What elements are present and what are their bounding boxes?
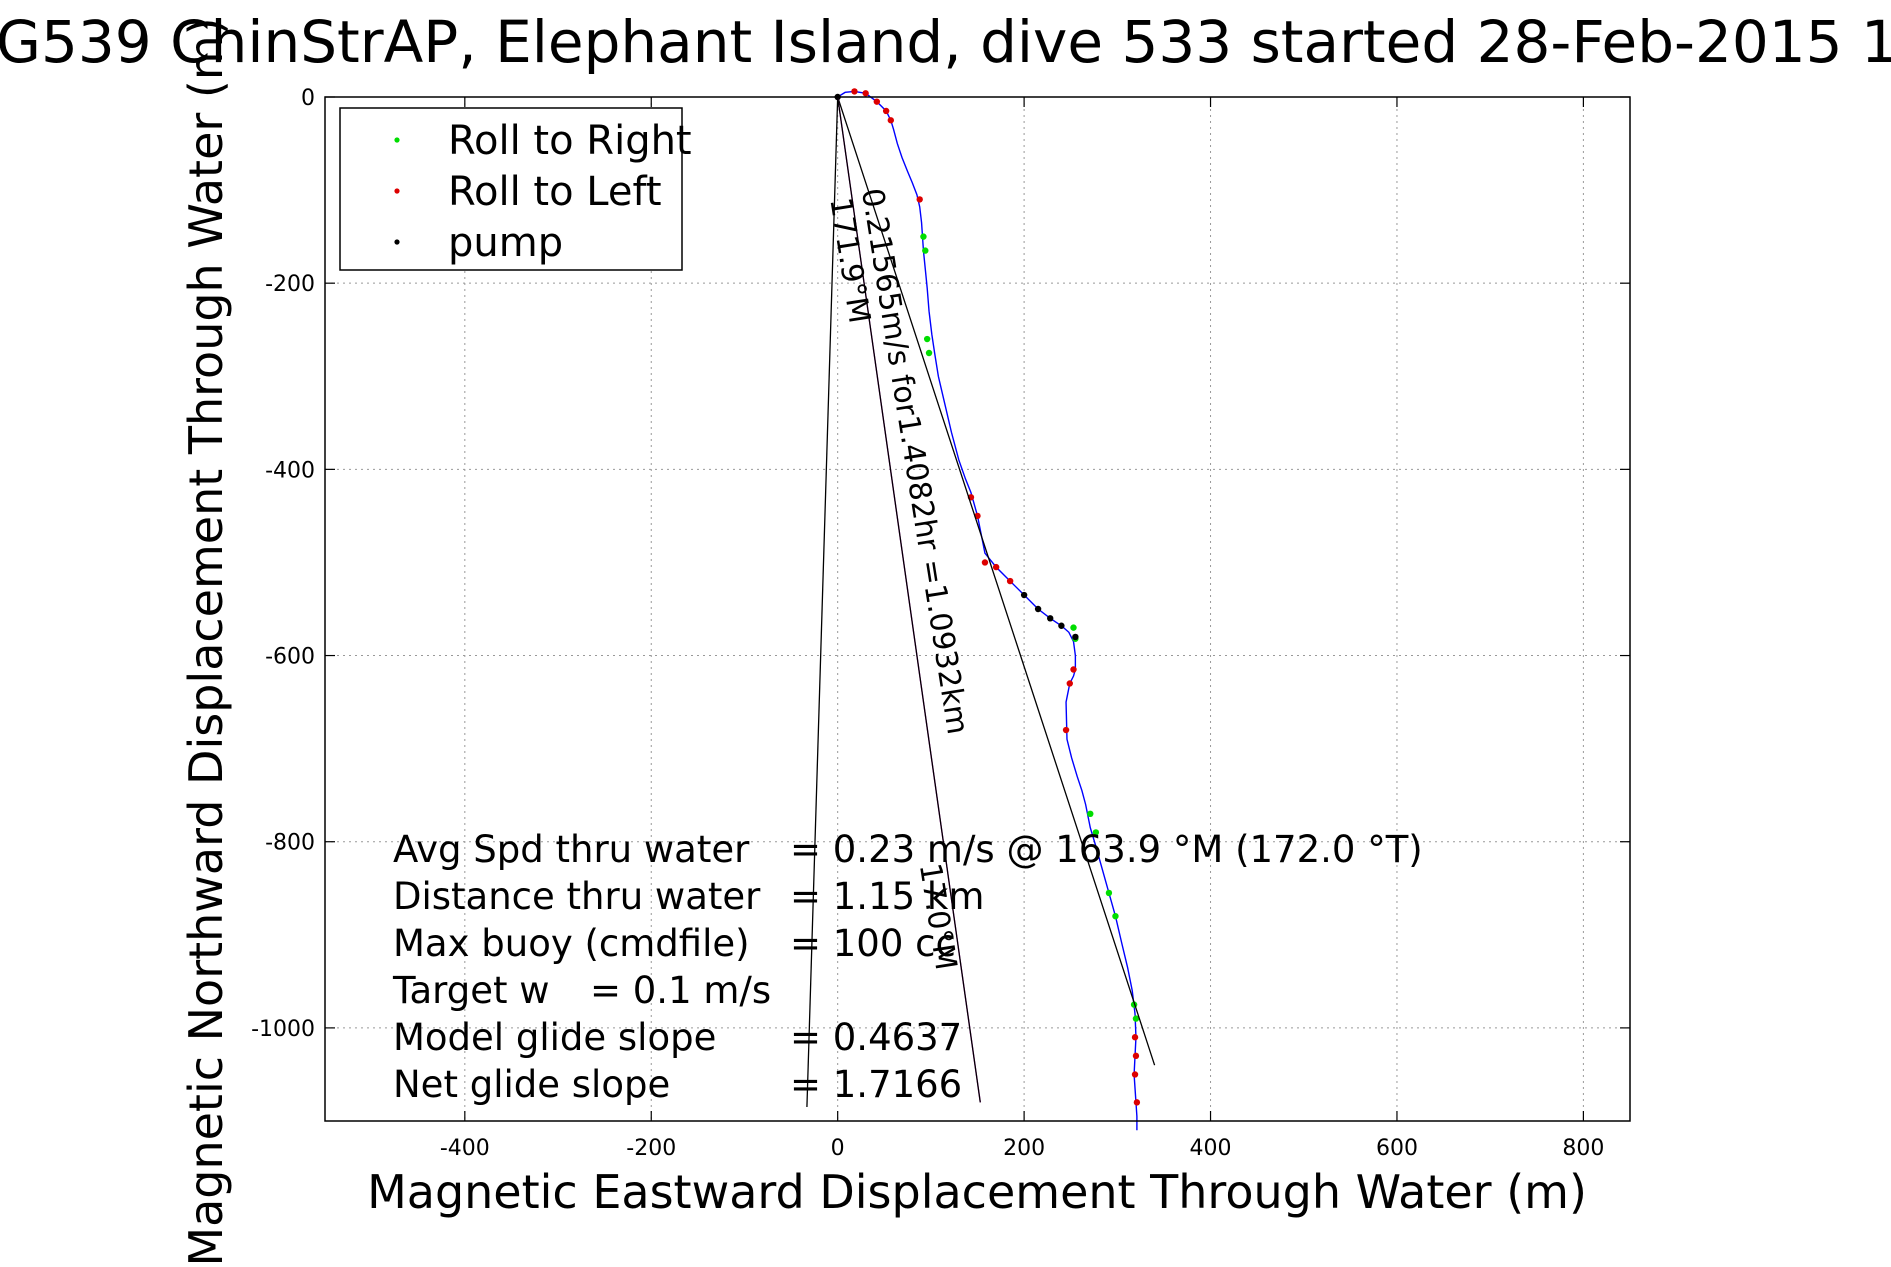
legend-marker <box>394 137 400 143</box>
plot-frame <box>324 96 1631 1122</box>
axes: -400 -200 0 200 400 600 800 0 -200 -400 -600 -800 -1… <box>251 86 1630 1161</box>
roll-to-right-point <box>925 349 933 357</box>
legend-label: pump <box>448 220 563 266</box>
y-tick-label: -600 <box>265 645 315 670</box>
x-axis-label: Magnetic Eastward Displacement Through W… <box>367 1165 1587 1219</box>
roll-to-left-point <box>916 196 923 203</box>
roll-to-left-point <box>1006 577 1014 585</box>
y-tick-label: -400 <box>265 458 315 483</box>
roll-to-right-point <box>923 335 931 343</box>
glider-track-line <box>837 90 1138 1131</box>
roll-to-left-point <box>851 88 858 95</box>
x-tick-label: 0 <box>831 1136 845 1161</box>
roll-to-right-point <box>1112 913 1119 920</box>
reference-line <box>837 96 1156 1066</box>
y-tick-label: -200 <box>265 272 315 297</box>
stats-block: Avg Spd thru water = 0.23 m/s @ 163.9 °M … <box>392 828 1423 1106</box>
pump-point <box>1058 622 1065 629</box>
stats-label: Avg Spd thru water <box>393 828 750 871</box>
stats-value: = 0.23 m/s @ 163.9 °M (172.0 °T) <box>790 828 1423 871</box>
pump-point <box>1034 605 1042 613</box>
roll-to-right-point <box>1105 889 1113 897</box>
stats-label: Max buoy (cmdfile) <box>393 922 750 965</box>
roll-to-right-point <box>1070 624 1077 631</box>
legend-label: Roll to Right <box>448 118 692 164</box>
roll-to-left-point <box>862 90 869 97</box>
roll-to-right-point <box>1092 829 1100 836</box>
plot-series <box>806 88 1156 1131</box>
roll-to-left-point <box>1131 1034 1139 1041</box>
pump-point <box>1072 633 1079 641</box>
roll-to-left-point <box>1062 726 1070 734</box>
legend-marker <box>394 188 400 194</box>
legend: Roll to Right Roll to Left pump <box>339 107 692 271</box>
roll-to-left-point <box>1131 1071 1139 1078</box>
roll-to-right-point <box>1132 1015 1140 1022</box>
x-tick-label: -400 <box>440 1136 490 1161</box>
y-tick-label: 0 <box>301 86 315 111</box>
stats-label: Distance thru water <box>393 875 761 918</box>
roll-to-left-point <box>873 98 881 105</box>
roll-to-left-point <box>1133 1099 1141 1106</box>
x-tick-label: -200 <box>626 1136 676 1161</box>
x-tick-label: 400 <box>1190 1136 1232 1161</box>
stats-label: Model glide slope <box>393 1016 716 1059</box>
y-axis-label: Magnetic Northward Displacement Through … <box>179 17 233 1262</box>
roll-to-right-point <box>920 233 927 240</box>
roll-to-left-point <box>1132 1052 1140 1060</box>
pump-point <box>1020 591 1028 599</box>
stats-value: = 1.7166 <box>790 1063 962 1106</box>
reference-line <box>806 96 839 1108</box>
roll-to-left-point <box>887 117 895 124</box>
roll-to-left-point <box>1066 680 1073 687</box>
stats-label: Target w <box>392 969 550 1012</box>
pump-point <box>1047 615 1054 622</box>
stats-value: = 0.1 m/s <box>590 969 771 1012</box>
roll-to-right-point <box>1087 810 1094 817</box>
legend-label: Roll to Left <box>448 169 662 215</box>
x-tick-label: 200 <box>1003 1136 1045 1161</box>
roll-to-right-point <box>922 247 929 254</box>
stats-value: = 1.15 km <box>790 875 984 918</box>
roll-to-left-point <box>882 107 890 115</box>
x-tick-label: 800 <box>1562 1136 1604 1161</box>
roll-to-left-point <box>981 559 989 566</box>
reference-line <box>837 96 981 1103</box>
legend-marker <box>394 239 400 245</box>
stats-label: Net glide slope <box>393 1063 670 1106</box>
y-tick-label: -800 <box>265 831 315 856</box>
x-tick-label: 600 <box>1376 1136 1418 1161</box>
roll-to-left-point <box>992 563 1000 571</box>
stats-value: = 100 cc <box>790 922 956 965</box>
roll-to-left-point <box>1070 666 1077 673</box>
stats-value: = 0.4637 <box>790 1016 962 1059</box>
chart-title: G539 ChinStrAP, Elephant Island, dive 53… <box>0 8 1891 76</box>
y-tick-label: -1000 <box>251 1017 315 1042</box>
